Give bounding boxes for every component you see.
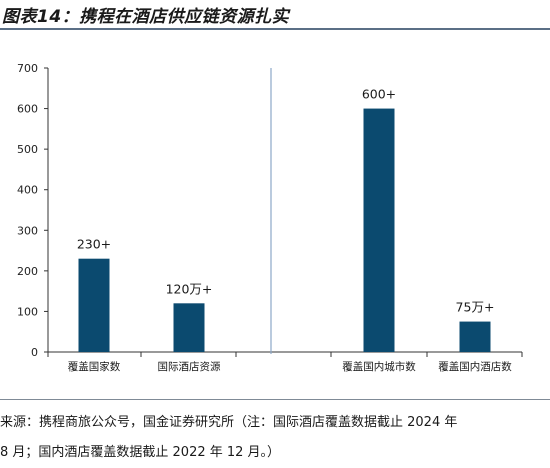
bar xyxy=(173,303,205,352)
y-tick-label: 500 xyxy=(17,143,38,156)
data-label: 120万+ xyxy=(166,281,213,296)
category-label: 覆盖国内酒店数 xyxy=(438,360,512,373)
y-tick-label: 400 xyxy=(17,184,38,197)
y-tick-label: 200 xyxy=(17,265,38,278)
y-tick-label: 100 xyxy=(17,305,38,318)
category-label: 覆盖国家数 xyxy=(68,360,121,373)
bar-chart: 0 100 200 300 400 500 600 700 230+ 覆盖国家数 120万+ 国际酒店… xyxy=(17,62,523,373)
bar xyxy=(363,108,395,352)
category-label: 国际酒店资源 xyxy=(158,360,221,373)
data-label: 75万+ xyxy=(456,300,495,315)
source-note: 来源：携程商旅公众号，国金证券研究所（注：国际酒店覆盖数据截止 2024 年 8… xyxy=(0,408,550,468)
y-tick-label: 700 xyxy=(17,62,38,75)
bar xyxy=(78,258,110,352)
source-line-1: 来源：携程商旅公众号，国金证券研究所（注：国际酒店覆盖数据截止 2024 年 xyxy=(0,415,458,430)
category-label: 覆盖国内城市数 xyxy=(342,360,416,373)
title-rule xyxy=(0,28,550,30)
data-label: 230+ xyxy=(77,237,111,252)
source-rule xyxy=(0,399,550,400)
data-label: 600+ xyxy=(362,87,396,102)
y-tick-label: 300 xyxy=(17,224,38,237)
y-tick-label: 0 xyxy=(31,346,38,359)
y-tick-label: 600 xyxy=(17,103,38,116)
figure-title: 图表14：携程在酒店供应链资源扎实 xyxy=(2,7,290,27)
bar xyxy=(459,321,491,352)
source-line-2: 8 月；国内酒店覆盖数据截止 2022 年 12 月。） xyxy=(0,445,281,460)
